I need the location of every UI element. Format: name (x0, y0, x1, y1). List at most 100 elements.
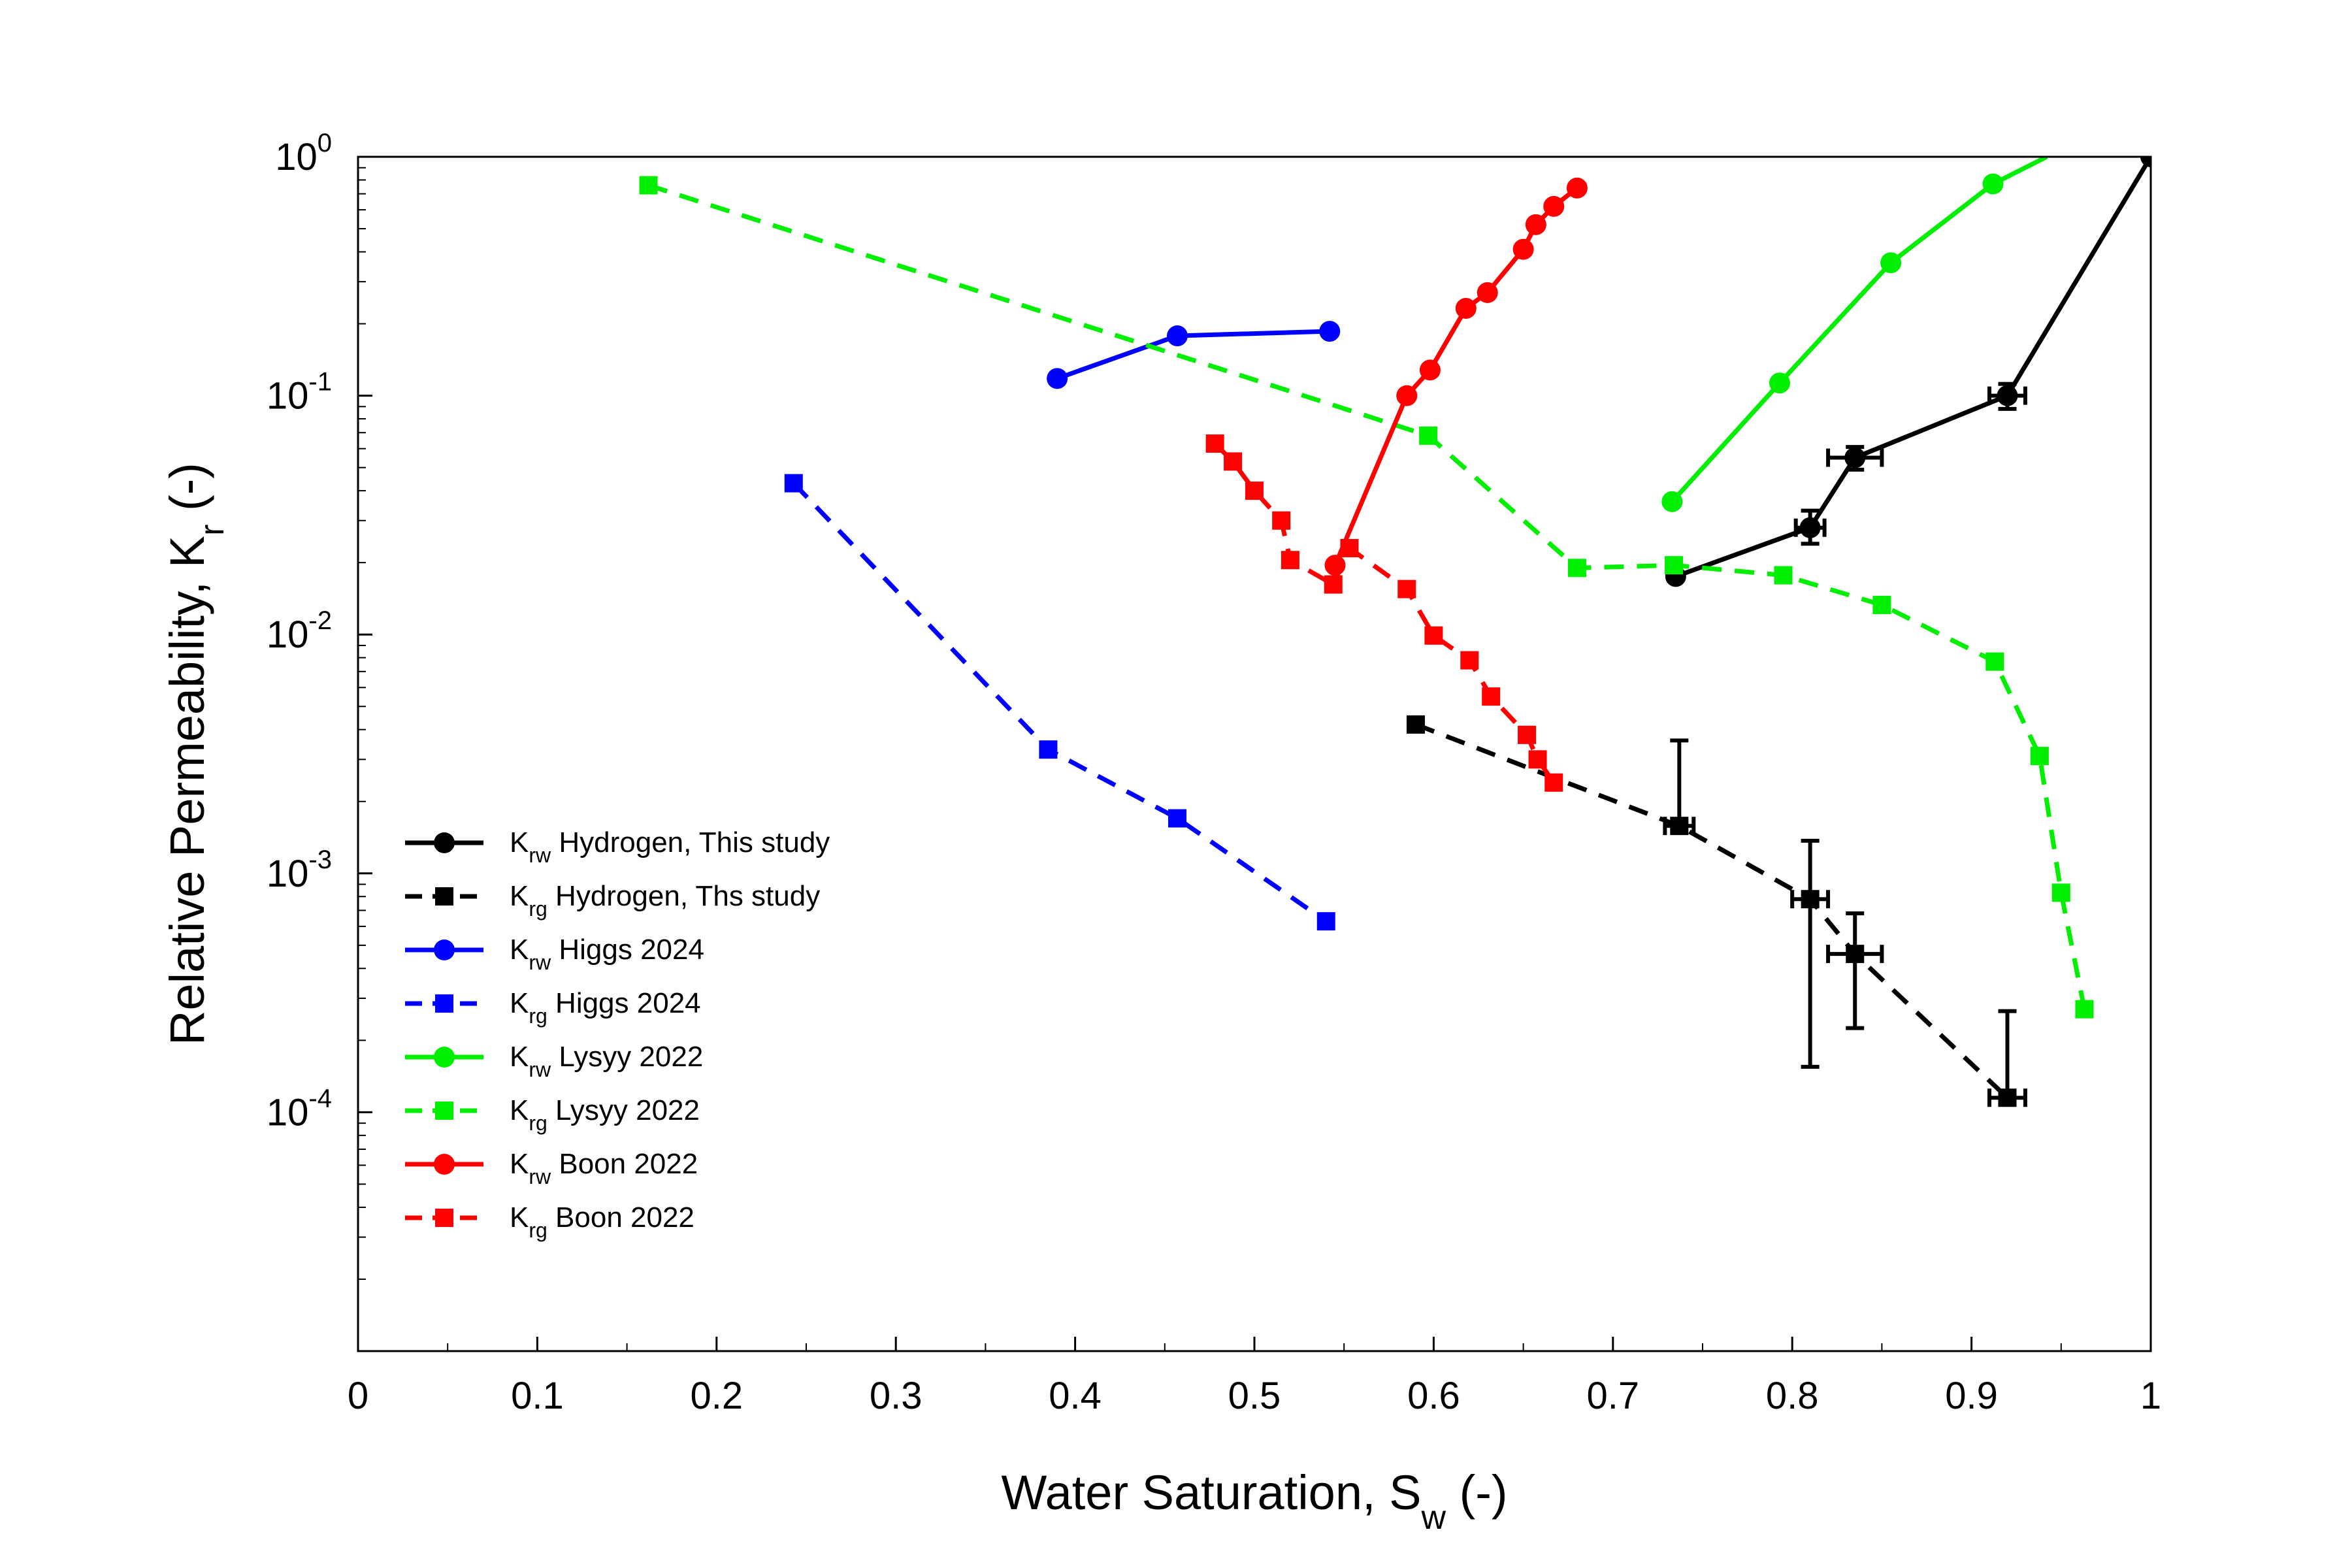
legend-label: Krw Hydrogen, This study (510, 826, 830, 867)
legend-item: Krg Hydrogen, Ths study (405, 880, 820, 921)
series-1 (1406, 715, 2027, 1107)
data-point (1670, 817, 1689, 836)
data-point (2030, 747, 2049, 766)
data-point (1985, 652, 2004, 671)
x-tick-label: 0.2 (690, 1375, 743, 1417)
data-point (1281, 551, 1299, 570)
data-point (1396, 385, 1418, 406)
legend-marker (434, 1047, 455, 1068)
data-point (1455, 297, 1477, 319)
series-3 (784, 474, 1335, 931)
y-tick-label: 10-3 (267, 845, 332, 895)
y-tick-label: 100 (275, 129, 332, 178)
data-point (1340, 538, 1359, 557)
data-point (1518, 725, 1537, 744)
data-point (1544, 773, 1563, 792)
legend-item: Krg Lysyy 2022 (405, 1094, 700, 1135)
x-tick-label: 0.8 (1766, 1375, 1819, 1417)
data-point (1397, 580, 1416, 598)
data-point (1477, 282, 1498, 303)
data-point (1047, 368, 1068, 389)
legend-item: Krg Higgs 2024 (405, 987, 701, 1028)
legend-item: Krg Boon 2022 (405, 1201, 694, 1242)
legend-label: Krw Lysyy 2022 (510, 1041, 703, 1081)
legend-label: Krg Lysyy 2022 (510, 1094, 700, 1135)
data-point (1997, 385, 2018, 406)
data-point (1482, 687, 1501, 706)
x-tick-label: 0.9 (1945, 1375, 1998, 1417)
legend-label: Krg Boon 2022 (510, 1201, 694, 1242)
x-tick-label: 0.3 (870, 1375, 923, 1417)
data-point (1316, 912, 1335, 931)
data-point (1039, 740, 1058, 759)
data-point (1665, 556, 1684, 575)
data-point (1566, 177, 1588, 199)
data-point (1799, 517, 1821, 538)
y-axis-title-tail: (-) (160, 463, 214, 525)
legend-marker (435, 994, 453, 1013)
y-tick-label: 10-1 (267, 368, 332, 417)
data-point (1419, 359, 1441, 381)
data-point (1512, 238, 1534, 260)
data-point (1167, 325, 1188, 347)
series-6 (1324, 177, 1588, 576)
data-point (1880, 252, 1902, 274)
data-point (1224, 452, 1243, 471)
series-4 (1661, 157, 2048, 512)
data-point (1460, 651, 1479, 670)
data-point (2075, 1000, 2094, 1019)
data-point (639, 176, 658, 195)
legend-marker (434, 832, 455, 853)
y-tick-label: 10-2 (267, 606, 332, 656)
data-point (1272, 511, 1291, 530)
data-point (1205, 434, 1224, 453)
data-point (1424, 626, 1443, 645)
legend-marker (435, 1102, 453, 1120)
data-point (1872, 595, 1891, 614)
data-point (784, 474, 803, 493)
x-tick-label: 0 (348, 1375, 368, 1417)
data-point (1774, 566, 1793, 585)
x-axis-title-tail: (-) (1446, 1465, 1508, 1520)
x-tick-label: 0.6 (1407, 1375, 1460, 1417)
data-point (1982, 173, 2004, 195)
data-point (1324, 575, 1343, 594)
data-point (1801, 890, 1820, 909)
series-7 (1205, 434, 1563, 792)
legend-item: Krw Hydrogen, This study (405, 826, 830, 867)
data-point (1998, 1088, 2017, 1107)
legend-label: Krg Hydrogen, Ths study (510, 880, 820, 921)
x-tick-label: 0.7 (1586, 1375, 1639, 1417)
series-line (792, 482, 1328, 924)
data-point (1406, 715, 1425, 734)
x-axis-title-sub: w (1420, 1499, 1446, 1537)
legend-item: Krw Higgs 2024 (405, 934, 704, 974)
x-axis-title: Water Saturation, Sw (-) (1001, 1465, 1507, 1537)
y-axis-title-main: Relative Permeability, K (160, 536, 214, 1045)
series-2 (1047, 321, 1341, 389)
x-axis-title-main: Water Saturation, S (1001, 1465, 1421, 1520)
legend-item: Krw Boon 2022 (405, 1148, 698, 1188)
data-point (1525, 214, 1546, 235)
y-axis-title: Relative Permeability, Kr (-) (160, 463, 231, 1045)
data-point (1769, 372, 1790, 394)
data-point (2140, 157, 2151, 167)
data-point (1319, 321, 1341, 342)
legend: Krw Hydrogen, This study Krg Hydrogen, Th… (405, 826, 830, 1242)
series-line (647, 183, 2087, 1010)
y-axis-title-sub: r (193, 525, 231, 536)
data-point (1661, 491, 1683, 512)
legend-label: Krg Higgs 2024 (510, 987, 701, 1028)
series-0 (1665, 157, 2151, 587)
legend-label: Krw Higgs 2024 (510, 934, 704, 974)
data-point (2051, 883, 2070, 902)
legend-marker (434, 1154, 455, 1175)
data-point (1844, 447, 1866, 468)
legend-marker (435, 1209, 453, 1227)
data-point (1567, 559, 1586, 578)
legend-label: Krw Boon 2022 (510, 1148, 698, 1188)
y-tick-label: 10-4 (267, 1084, 332, 1134)
legend-marker (434, 939, 455, 960)
